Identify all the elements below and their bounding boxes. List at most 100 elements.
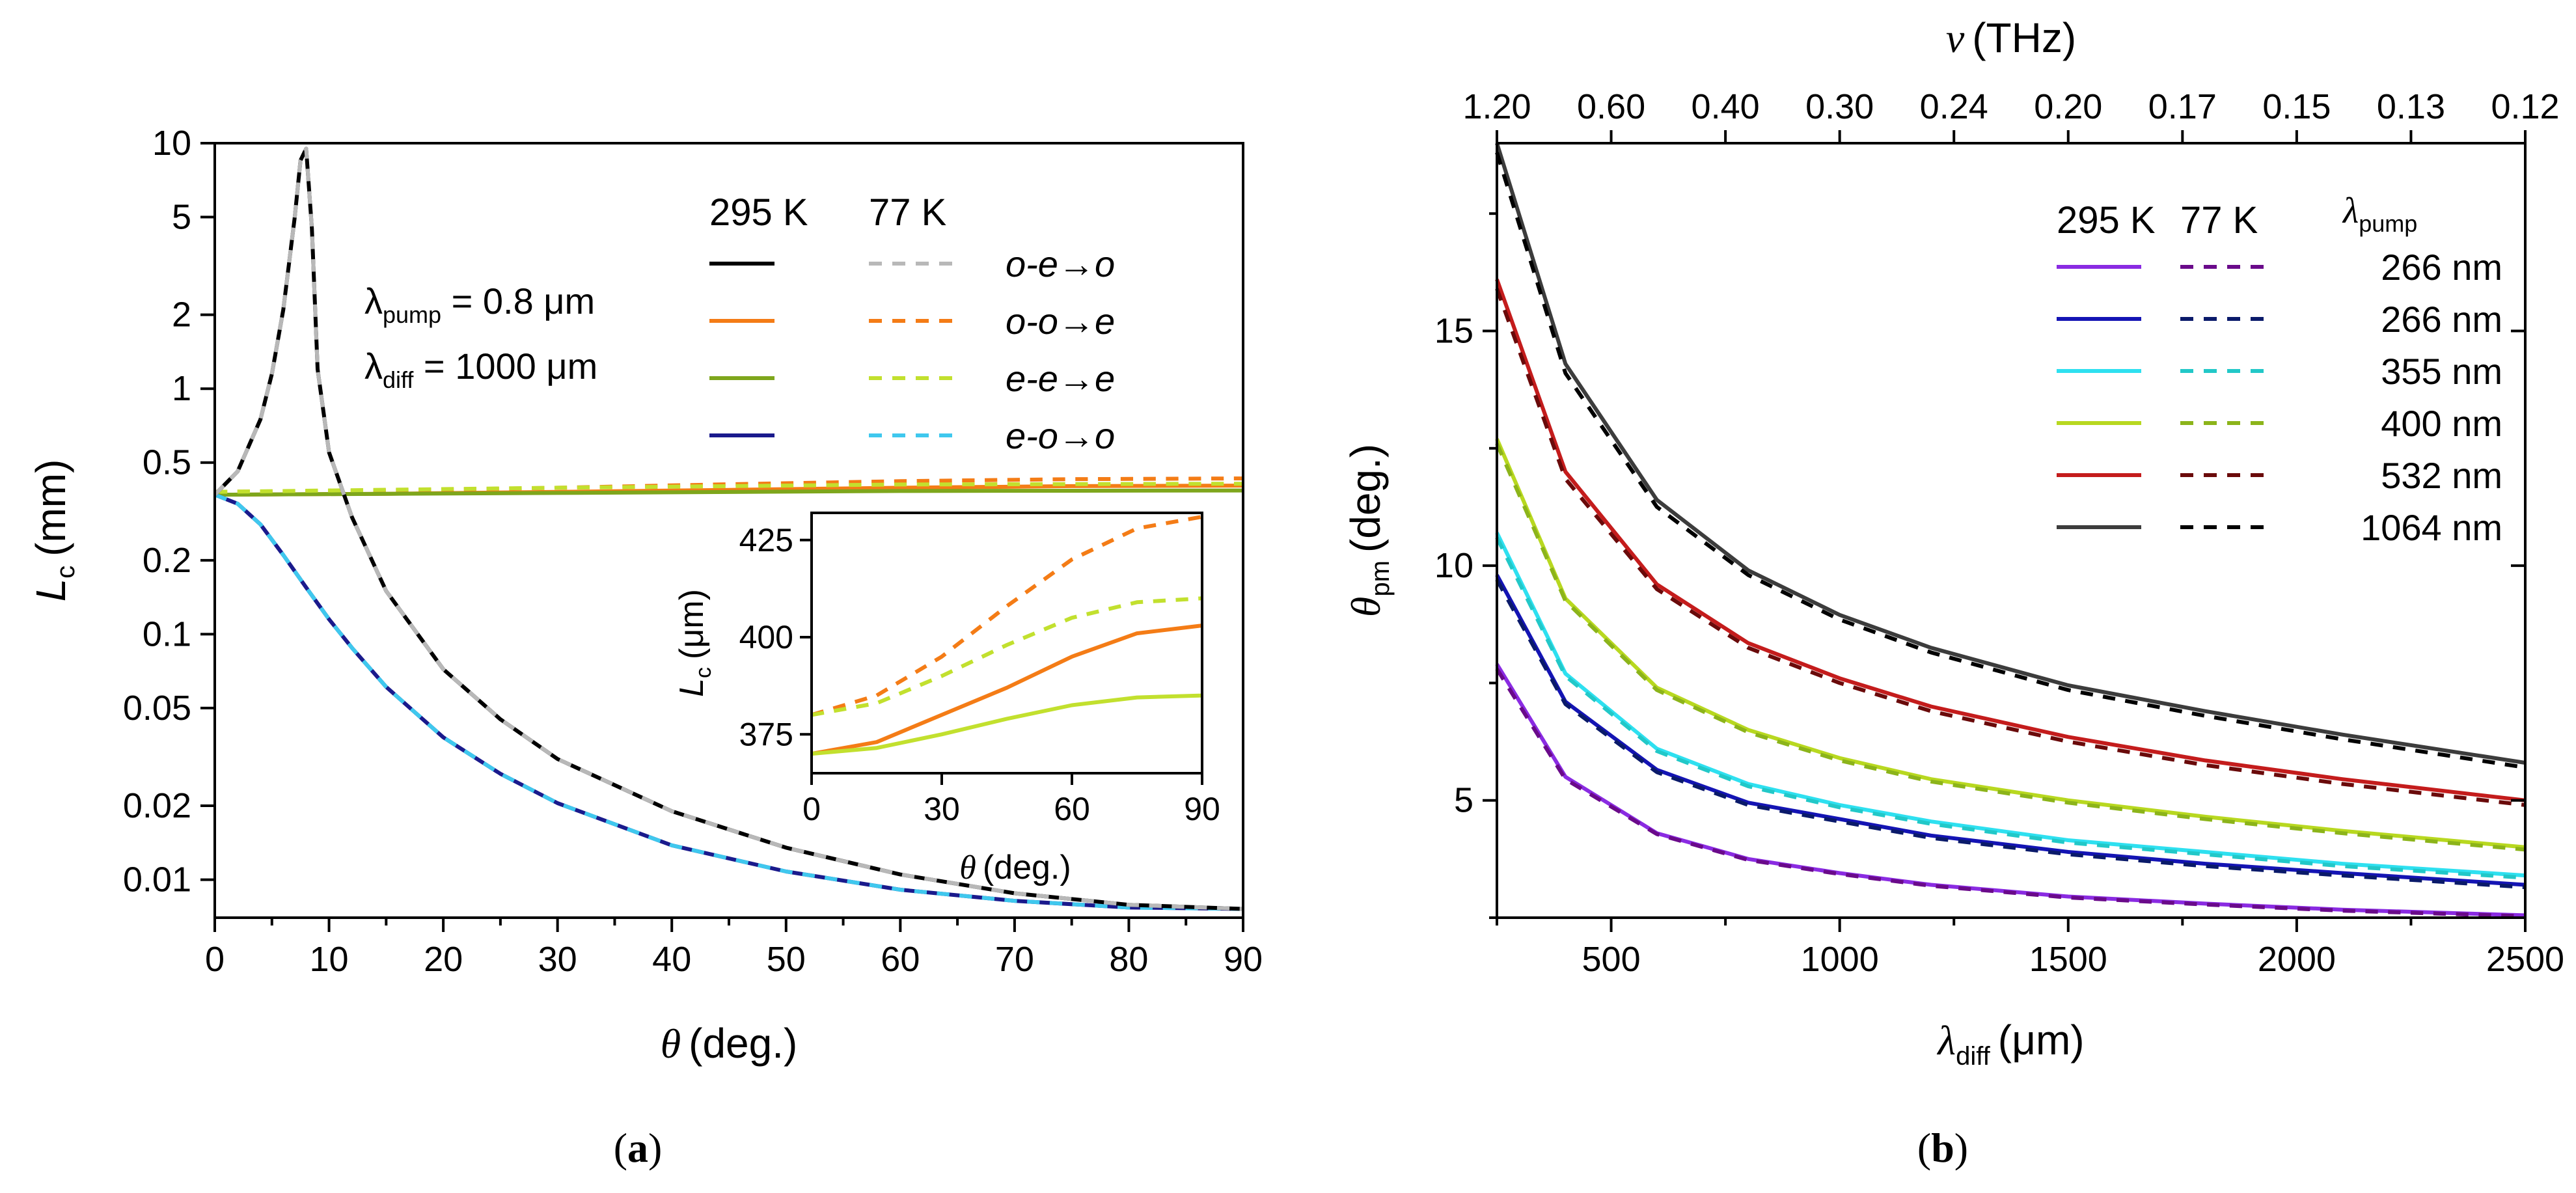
panel-b-y-tick-label: 15 xyxy=(1434,311,1473,350)
panel-b-legend-entry: 266 nm xyxy=(2057,299,2502,340)
inset-x-axis-label: θ (deg.) xyxy=(959,849,1071,886)
panel-a-x-ticks: 0 10 20 30 40 50 60 70 80 90 xyxy=(205,918,1263,979)
panel-a-y-tick-label: 1 xyxy=(172,369,191,408)
panel-b-y-tick-label: 10 xyxy=(1434,546,1473,585)
legend-label: 400 nm xyxy=(2381,403,2502,444)
panel-a-series-1 xyxy=(213,146,1244,911)
annotation-lambda-diff: λdiff = 1000 μm xyxy=(364,346,597,393)
panel-a-y-tick-label: 5 xyxy=(172,198,191,237)
panel-b-series-3 xyxy=(1495,579,2526,890)
panel-b-x-tick-label: 1000 xyxy=(1801,940,1879,979)
legend-header-295k: 295 K xyxy=(709,191,808,234)
legend-label: o-e→o xyxy=(1006,243,1115,284)
panel-b-y-axis-label: θpm(deg.) xyxy=(1342,444,1395,617)
panel-a-x-tick-label: 30 xyxy=(538,940,577,979)
panel-a-legend-entry: o-o→e xyxy=(709,301,1115,342)
panel-b-legend-rows: 266 nm 266 nm 355 nm 400 nm 532 nm 1064 nm xyxy=(2057,247,2502,548)
panel-a-legend: 295 K 77 K o-e→o o-o→e e-e→e e-o→o xyxy=(709,191,1115,456)
panel-b-series-10 xyxy=(1495,143,2526,765)
panel-a-caption: (a) xyxy=(614,1125,663,1171)
panel-b-series-9 xyxy=(1495,288,2526,807)
panel-b-top-tick-label: 0.20 xyxy=(2034,87,2102,126)
panel-b-top-tick-label: 0.13 xyxy=(2377,87,2445,126)
panel-a-y-tick-label: 10 xyxy=(152,124,191,163)
inset-y-tick-label: 375 xyxy=(739,716,793,752)
inset-frame xyxy=(810,512,1203,775)
panel-b-series-1 xyxy=(1495,668,2526,918)
panel-b-x-tick-label: 2500 xyxy=(2486,940,2564,979)
inset-x-ticks: 0 30 60 90 xyxy=(802,773,1220,827)
panel-a-curves xyxy=(213,146,1244,911)
inset-x-tick-label: 0 xyxy=(802,791,821,827)
legend-label: 266 nm xyxy=(2381,247,2502,288)
panel-b-top-tick-label: 1.20 xyxy=(1462,87,1531,126)
legend-b-lambda-pump: λpump xyxy=(2342,191,2417,237)
legend-label: o-o→e xyxy=(1006,301,1115,342)
panel-b-x-axis-label: λdiff (μm) xyxy=(1936,1017,2084,1071)
panel-a-x-tick-label: 10 xyxy=(310,940,349,979)
panel-b-top-tick-label: 0.40 xyxy=(1692,87,1760,126)
panel-a-x-tick-label: 60 xyxy=(881,940,920,979)
panel-a-x-tick-label: 20 xyxy=(424,940,463,979)
inset-x-tick-label: 60 xyxy=(1054,791,1090,827)
panel-a-y-axis-label: Lc(mm) xyxy=(27,459,80,602)
panel-b-legend-entry: 266 nm xyxy=(2057,247,2502,288)
panel-b-legend-entry: 1064 nm xyxy=(2057,507,2502,548)
panel-b-legend: 295 K 77 K λpump 266 nm 266 nm 355 nm 400 n… xyxy=(2057,191,2502,548)
panel-a-x-tick-label: 40 xyxy=(652,940,691,979)
panel-b-series-8 xyxy=(1495,279,2526,802)
panel-a-x-axis-label: θ (deg.) xyxy=(661,1020,798,1067)
inset-x-tick-label: 90 xyxy=(1184,791,1220,827)
legend-label: 266 nm xyxy=(2381,299,2502,340)
inset-y-tick-label: 400 xyxy=(739,619,793,655)
legend-label: e-o→o xyxy=(1006,415,1115,456)
legend-label: e-e→e xyxy=(1006,358,1115,399)
panel-b-y-tick-label: 5 xyxy=(1454,781,1473,820)
panel-a-x-tick-label: 90 xyxy=(1224,940,1263,979)
panel-b-top-tick-label: 0.15 xyxy=(2262,87,2331,126)
panel-a-y-tick-label: 0.02 xyxy=(123,786,191,825)
panel-a-series-7 xyxy=(213,493,1244,911)
legend-label: 355 nm xyxy=(2381,351,2502,392)
panel-a-x-tick-label: 80 xyxy=(1109,940,1148,979)
panel-a-x-tick-label: 50 xyxy=(767,940,806,979)
panel-b-x-tick-label: 2000 xyxy=(2258,940,2336,979)
legend-b-header-77k: 77 K xyxy=(2180,199,2258,241)
panel-b-top-tick-label: 0.60 xyxy=(1577,87,1645,126)
panel-b-x-tick-label: 1500 xyxy=(2029,940,2107,979)
inset-series-2 xyxy=(811,693,1203,756)
panel-b-legend-entry: 532 nm xyxy=(2057,455,2502,496)
inset-series-0 xyxy=(811,624,1203,756)
panel-a-legend-entry: e-e→e xyxy=(709,358,1115,399)
panel-a-y-tick-label: 0.01 xyxy=(123,860,191,899)
legend-header-77k: 77 K xyxy=(869,191,947,234)
panel-a-series-4 xyxy=(214,488,1244,497)
inset-x-tick-label: 30 xyxy=(924,791,960,827)
panel-b-series-5 xyxy=(1495,536,2526,880)
inset-y-ticks: 375 400 425 xyxy=(739,522,812,752)
panel-a-y-ticks: 0.01 0.02 0.05 0.1 0.2 0.5 1 2 5 10 xyxy=(123,124,215,899)
inset-y-axis-label: Lc(μm) xyxy=(673,589,716,697)
panel-b-top-tick-label: 0.30 xyxy=(1805,87,1874,126)
panel-a-y-tick-label: 0.05 xyxy=(123,689,191,728)
panel-b-series-2 xyxy=(1495,574,2526,887)
panel-b-x-ticks: 500 1000 1500 2000 2500 xyxy=(1496,918,2564,979)
panel-b-top-tick-label: 0.24 xyxy=(1920,87,1988,126)
inset-curves xyxy=(811,515,1203,756)
panel-b-caption: (b) xyxy=(1917,1125,1968,1171)
panel-a-legend-entry: o-e→o xyxy=(709,243,1115,284)
inset-series-3 xyxy=(811,596,1203,717)
panel-b-plot-frame xyxy=(1496,142,2527,919)
panel-b-series-4 xyxy=(1495,532,2526,878)
panel-a-y-tick-label: 2 xyxy=(172,295,191,335)
panel-a-y-tick-label: 0.2 xyxy=(143,541,191,580)
panel-a-x-tick-label: 0 xyxy=(205,940,225,979)
panel-b-series-11 xyxy=(1495,152,2526,770)
panel-b-legend-entry: 355 nm xyxy=(2057,351,2502,392)
panel-b-y-ticks: 5 10 15 xyxy=(1434,212,2525,919)
panel-a-legend-rows: o-e→o o-o→e e-e→e e-o→o xyxy=(709,243,1115,456)
panel-b-legend-entry: 400 nm xyxy=(2057,403,2502,444)
panel-b-top-tick-label: 0.17 xyxy=(2148,87,2217,126)
panel-b-curves xyxy=(1495,143,2526,918)
